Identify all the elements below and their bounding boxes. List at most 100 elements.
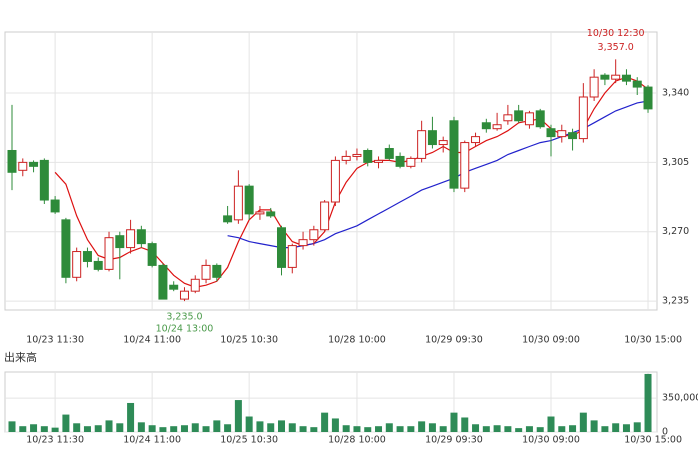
volume-bar: [191, 423, 199, 432]
candle-body: [621, 74, 631, 82]
volume-bar: [62, 414, 70, 432]
candle-body: [568, 132, 578, 140]
x-tick-label: 10/28 10:00: [328, 435, 386, 446]
volume-bar: [461, 417, 469, 432]
annotation: 3,235.0: [166, 312, 202, 323]
y-tick-label: 350,000: [662, 393, 698, 404]
candle-body: [39, 159, 49, 201]
volume-bar: [493, 425, 501, 432]
x-tick-label: 10/23 11:30: [26, 435, 84, 446]
y-tick-label: 0: [662, 427, 668, 438]
candle-body: [535, 110, 545, 128]
volume-bar: [137, 422, 145, 432]
candle-body: [82, 251, 92, 262]
volume-bar: [515, 428, 523, 432]
candle-body: [417, 130, 427, 159]
x-tick-label: 10/29 09:30: [425, 335, 483, 346]
candle-body: [72, 251, 82, 278]
volume-bar: [19, 426, 27, 432]
candle-body: [492, 124, 502, 130]
candle-body: [514, 110, 524, 122]
candle-body: [546, 128, 556, 138]
candle-body: [471, 136, 481, 144]
volume-bar: [105, 420, 113, 432]
candle-body: [384, 148, 394, 159]
volume-bar: [536, 427, 544, 432]
volume-bar: [321, 412, 329, 432]
volume-bar: [94, 425, 102, 432]
volume-bar: [288, 423, 296, 432]
candle-body: [438, 140, 448, 146]
volume-bar: [590, 420, 598, 432]
candle-body: [147, 243, 157, 266]
x-tick-label: 10/29 09:30: [425, 435, 483, 446]
volume-bar: [116, 423, 124, 432]
volume-bar: [644, 373, 652, 432]
y-tick-label: 3,340: [662, 88, 689, 99]
x-tick-label: 10/30 09:00: [522, 435, 580, 446]
volume-bar: [547, 416, 555, 432]
candle-body: [104, 237, 114, 270]
candle-body: [406, 157, 416, 167]
volume-bar: [159, 427, 167, 432]
price-panel: [4, 31, 658, 311]
annotation: 10/24 13:00: [156, 324, 214, 335]
volume-bar: [612, 423, 620, 432]
volume-bar: [418, 421, 426, 432]
candle-body: [223, 215, 233, 223]
volume-bar: [278, 420, 285, 432]
candle-body: [643, 86, 653, 110]
volume-bar: [569, 425, 577, 432]
candle-body: [600, 74, 610, 80]
candle-body: [395, 155, 405, 167]
candle-body: [503, 114, 513, 122]
volume-bar: [375, 426, 383, 432]
volume-bar: [299, 426, 307, 432]
volume-bar: [224, 424, 232, 432]
annotation: 10/30 12:30: [587, 28, 645, 39]
volume-bar: [482, 426, 490, 432]
volume-bar: [51, 427, 59, 432]
candle-body: [320, 201, 330, 231]
volume-bar: [622, 424, 630, 432]
candle-body: [18, 161, 28, 171]
volume-bar: [8, 421, 16, 432]
volume-bar: [601, 426, 609, 432]
volume-bar: [331, 418, 339, 432]
candle-body: [93, 260, 103, 270]
candle-body: [481, 122, 491, 130]
volume-bar: [170, 426, 178, 432]
volume-bar: [558, 426, 566, 432]
candle-body: [136, 229, 146, 245]
volume-bar: [439, 426, 447, 432]
candle-body: [589, 76, 599, 98]
candle-body: [524, 112, 534, 126]
moving-average-line: [54, 76, 649, 288]
moving-average-line: [227, 100, 649, 249]
candle-body: [449, 120, 459, 189]
candle-body: [427, 130, 437, 146]
candle-body: [557, 130, 567, 138]
volume-bar: [633, 422, 641, 432]
candle-body: [578, 96, 588, 140]
annotation: 3,357.0: [598, 42, 634, 53]
y-tick-label: 3,235: [662, 296, 689, 307]
x-tick-label: 10/25 10:30: [220, 335, 278, 346]
candle-body: [460, 142, 470, 189]
volume-bar: [579, 412, 587, 432]
y-tick-label: 3,305: [662, 157, 689, 168]
volume-bar: [407, 426, 415, 432]
volume-bar: [202, 426, 210, 432]
volume-bar: [83, 426, 91, 432]
candle-body: [266, 211, 276, 217]
candle-body: [190, 278, 200, 292]
volume-panel: [4, 371, 658, 433]
volume-title: 出来高: [4, 350, 37, 364]
volume-bar: [73, 423, 81, 432]
volume-bar: [267, 423, 275, 432]
candle-body: [29, 161, 39, 167]
volume-bar: [525, 426, 533, 432]
volume-bar: [180, 425, 188, 432]
candle-body: [277, 227, 286, 268]
